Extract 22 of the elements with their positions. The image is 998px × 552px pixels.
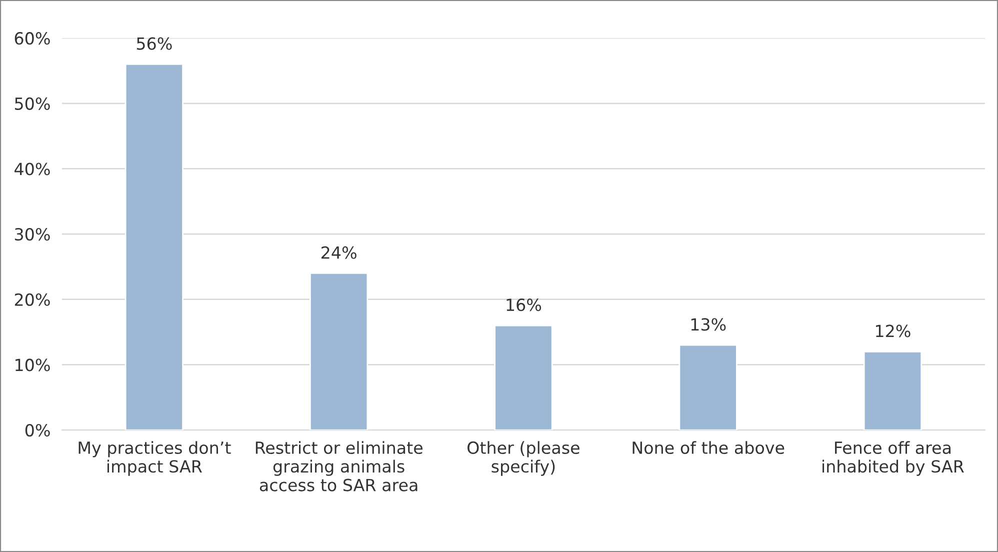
y-tick-label: 20% bbox=[14, 293, 50, 306]
x-tick-label: My practices don’t impact SAR bbox=[78, 441, 231, 476]
bar bbox=[124, 64, 184, 430]
data-label: 24% bbox=[322, 246, 356, 259]
y-tick-label: 30% bbox=[14, 228, 50, 241]
bar bbox=[863, 350, 922, 430]
x-tick-label: Fence off area inhabited by SAR bbox=[822, 441, 964, 476]
y-tick-label: 40% bbox=[14, 162, 50, 176]
data-label: 16% bbox=[506, 298, 542, 312]
data-label: 13% bbox=[691, 318, 726, 331]
data-label: 12% bbox=[876, 324, 910, 338]
y-tick-label: 0% bbox=[25, 424, 50, 437]
x-tick-label: Restrict or eliminate grazing animals access to SAR area bbox=[256, 441, 422, 492]
y-tick-label: 10% bbox=[16, 358, 50, 372]
x-tick-label: Other (please specify) bbox=[468, 441, 580, 476]
x-tick-label: None of the above bbox=[632, 441, 784, 454]
bar bbox=[310, 272, 368, 430]
data-label: 56% bbox=[136, 37, 172, 50]
y-tick-label: 60% bbox=[14, 32, 50, 45]
bar bbox=[494, 324, 553, 430]
y-tick-label: 50% bbox=[15, 97, 50, 110]
bar bbox=[678, 344, 738, 430]
